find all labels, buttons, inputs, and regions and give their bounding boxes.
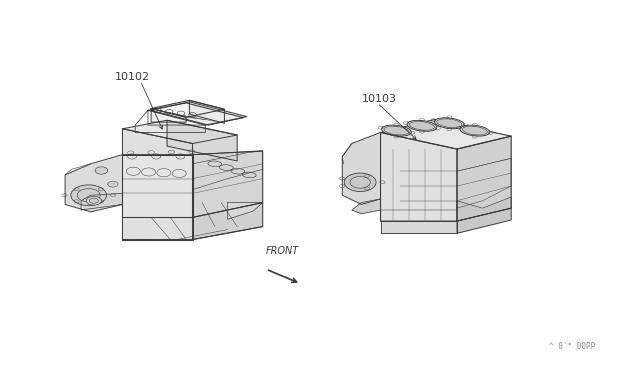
Text: FRONT: FRONT [266,246,299,256]
Text: ^ 0'* 00PP: ^ 0'* 00PP [548,342,595,351]
Circle shape [71,185,106,206]
Circle shape [344,173,376,192]
Polygon shape [151,109,186,122]
Polygon shape [457,197,511,221]
Polygon shape [228,203,262,219]
Polygon shape [457,136,511,221]
Circle shape [108,181,118,187]
Polygon shape [65,155,122,212]
Polygon shape [457,208,511,233]
Polygon shape [151,100,225,117]
Polygon shape [193,203,262,240]
Circle shape [86,196,101,205]
Text: 10102: 10102 [115,72,150,82]
Polygon shape [167,120,237,161]
Polygon shape [352,199,381,214]
Polygon shape [381,221,457,233]
Polygon shape [122,217,193,240]
Ellipse shape [460,125,490,136]
Polygon shape [342,132,381,221]
Polygon shape [381,119,511,149]
Polygon shape [193,151,262,217]
Polygon shape [81,193,122,210]
Ellipse shape [435,118,464,129]
Ellipse shape [381,125,412,136]
Ellipse shape [407,120,437,131]
Polygon shape [381,132,457,221]
Polygon shape [122,155,193,217]
Polygon shape [189,100,225,123]
Polygon shape [148,103,244,125]
Polygon shape [122,129,193,155]
Polygon shape [151,102,246,125]
Polygon shape [122,120,237,144]
Circle shape [95,167,108,174]
Text: 10103: 10103 [362,94,396,104]
